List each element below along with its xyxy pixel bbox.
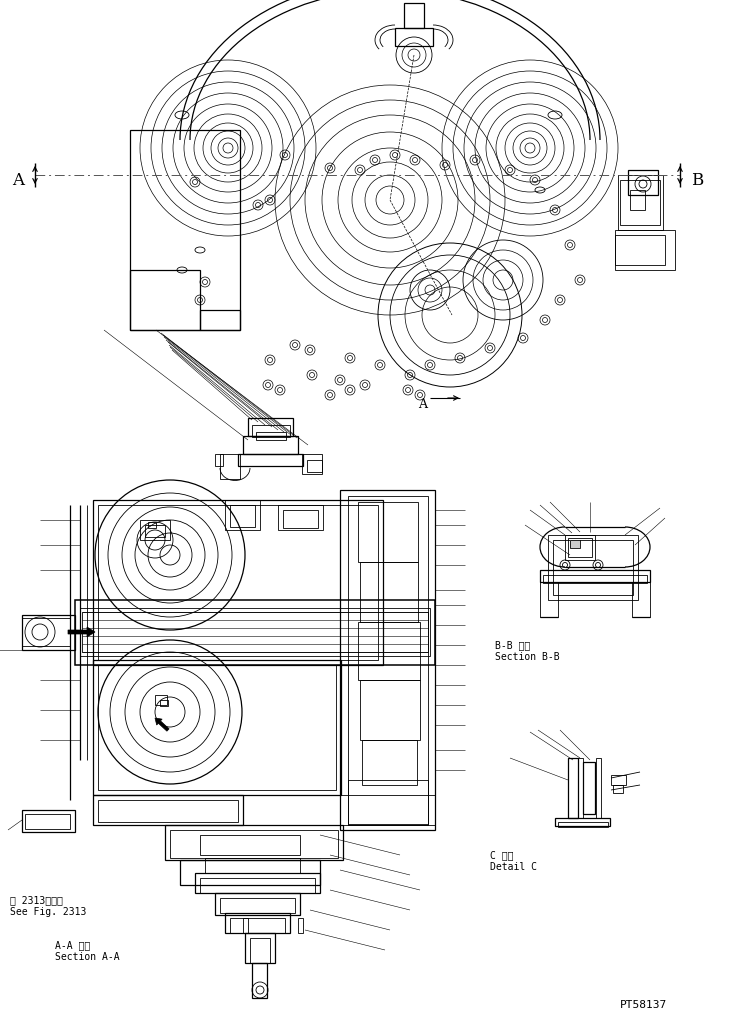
Bar: [620, 180, 660, 225]
Bar: [230, 918, 285, 933]
Bar: [540, 570, 650, 582]
Bar: [358, 502, 418, 562]
Text: B-B 断面
Section B-B: B-B 断面 Section B-B: [495, 640, 559, 661]
Bar: [170, 830, 338, 858]
Polygon shape: [68, 627, 95, 637]
Bar: [252, 425, 290, 437]
Bar: [540, 582, 558, 617]
Bar: [615, 235, 665, 265]
Bar: [348, 496, 428, 824]
Bar: [195, 873, 320, 893]
Bar: [628, 170, 658, 194]
Bar: [348, 780, 428, 825]
Bar: [93, 795, 243, 825]
Bar: [340, 795, 435, 825]
Bar: [80, 608, 430, 656]
Bar: [307, 460, 322, 472]
Bar: [570, 540, 580, 548]
Bar: [25, 814, 70, 829]
Bar: [82, 612, 428, 652]
Bar: [360, 562, 418, 622]
Bar: [145, 525, 165, 537]
Bar: [248, 418, 293, 436]
Bar: [22, 615, 75, 650]
Bar: [98, 800, 238, 822]
Bar: [130, 130, 240, 330]
Text: C 詳細
Detail C: C 詳細 Detail C: [490, 850, 537, 871]
Bar: [230, 505, 255, 527]
Bar: [298, 918, 303, 933]
Bar: [130, 270, 200, 330]
Bar: [360, 680, 420, 741]
Bar: [611, 775, 626, 785]
Bar: [358, 622, 420, 680]
Bar: [404, 3, 424, 28]
Bar: [302, 454, 322, 474]
Text: B: B: [691, 171, 703, 188]
Polygon shape: [155, 718, 169, 731]
Bar: [632, 582, 650, 617]
Bar: [215, 454, 223, 466]
Bar: [215, 893, 300, 915]
Bar: [555, 819, 610, 826]
Bar: [75, 600, 435, 665]
Bar: [205, 858, 300, 873]
Bar: [220, 898, 295, 913]
Bar: [630, 190, 645, 210]
Text: A-A 断面
Section A-A: A-A 断面 Section A-A: [55, 940, 119, 961]
Bar: [93, 500, 383, 665]
Bar: [613, 785, 623, 793]
Bar: [553, 540, 633, 595]
Bar: [256, 432, 286, 440]
Bar: [250, 938, 270, 963]
Bar: [165, 825, 343, 860]
Bar: [565, 535, 595, 560]
Bar: [252, 963, 267, 998]
Bar: [225, 913, 290, 933]
Bar: [583, 762, 595, 814]
Bar: [283, 510, 318, 528]
Bar: [568, 758, 578, 819]
Bar: [238, 454, 303, 466]
Bar: [155, 695, 167, 705]
Bar: [160, 700, 168, 706]
Bar: [22, 618, 70, 646]
Text: 第 2313図参照
See Fig. 2313: 第 2313図参照 See Fig. 2313: [10, 895, 86, 917]
Bar: [93, 660, 341, 795]
Bar: [543, 575, 647, 583]
Bar: [200, 310, 240, 330]
Bar: [200, 835, 300, 855]
Bar: [596, 758, 601, 819]
Bar: [22, 810, 75, 832]
Bar: [395, 28, 433, 46]
Bar: [558, 822, 608, 827]
Bar: [220, 454, 240, 479]
Bar: [618, 175, 663, 230]
Bar: [340, 490, 435, 830]
Bar: [180, 860, 320, 885]
Bar: [243, 918, 248, 933]
Bar: [615, 230, 675, 270]
Bar: [98, 505, 378, 660]
Bar: [140, 520, 170, 540]
Bar: [568, 538, 592, 557]
Bar: [243, 436, 298, 454]
Bar: [225, 500, 260, 530]
Bar: [245, 933, 275, 963]
Bar: [200, 878, 315, 893]
Text: A: A: [12, 171, 24, 188]
Bar: [278, 505, 323, 530]
Bar: [548, 535, 638, 600]
Bar: [98, 665, 336, 790]
Bar: [578, 758, 583, 819]
Bar: [148, 522, 156, 528]
Bar: [362, 741, 417, 785]
Bar: [570, 540, 580, 548]
Text: A: A: [418, 398, 427, 411]
Text: PT58137: PT58137: [620, 1000, 667, 1010]
